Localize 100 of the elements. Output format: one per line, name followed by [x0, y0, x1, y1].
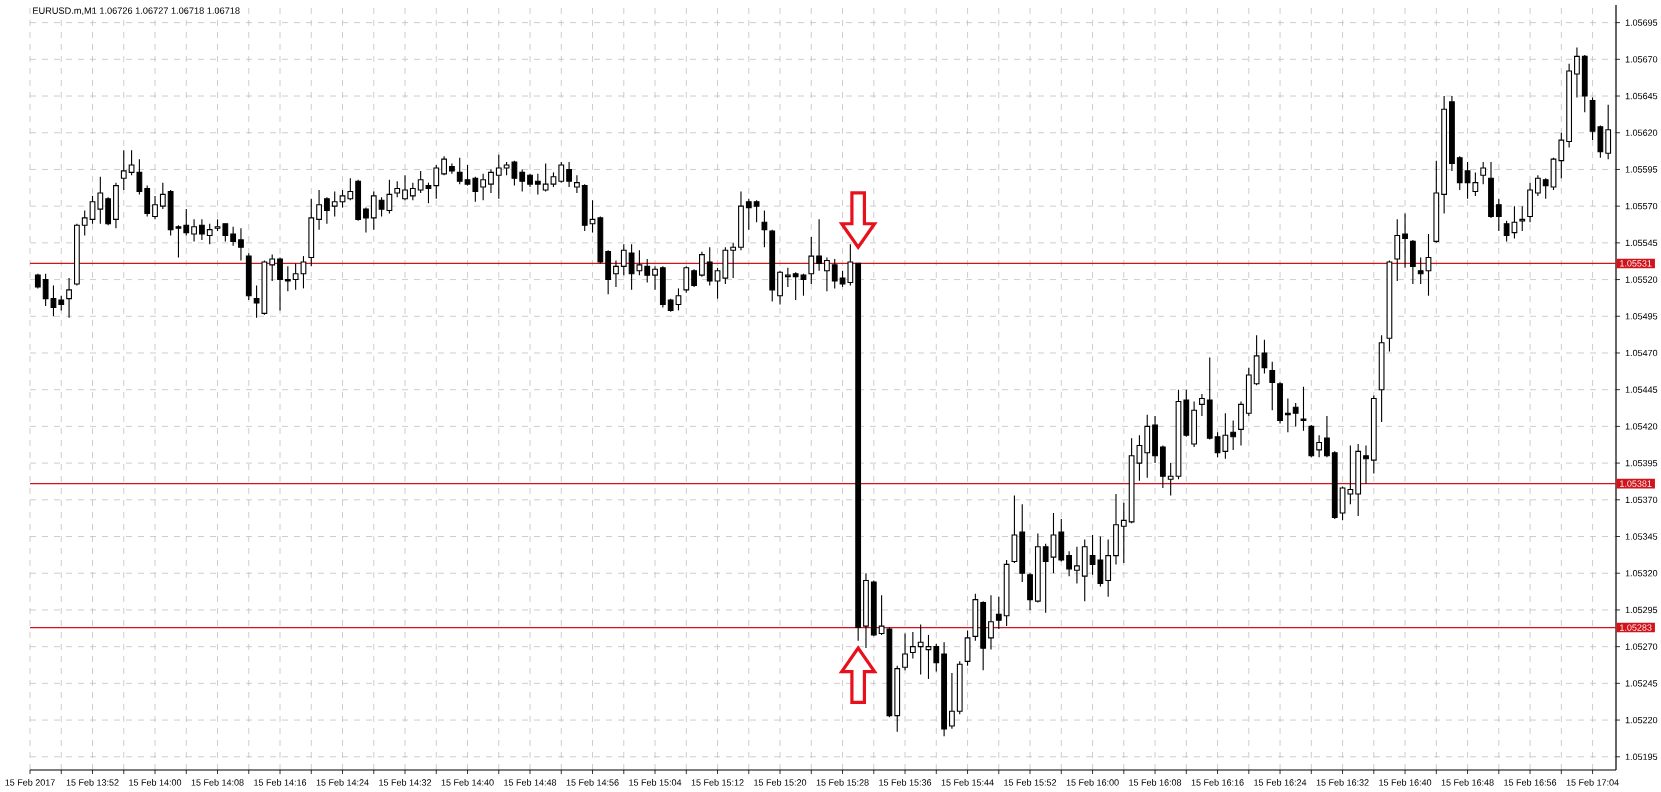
candlestick [199, 218, 205, 241]
candlestick [1269, 361, 1276, 411]
candlestick [433, 164, 440, 200]
candlestick [1316, 434, 1323, 458]
y-tick-label: 1.05645 [1625, 92, 1658, 100]
candlestick [1074, 546, 1080, 585]
y-tick-label: 1.05195 [1625, 753, 1658, 760]
candlestick [1120, 502, 1127, 564]
y-tick-label: 1.05670 [1625, 56, 1658, 63]
x-tick-label: 15 Feb 15:36 [879, 779, 932, 786]
x-tick-label: 15 Feb 15:28 [816, 779, 869, 786]
x-tick-label: 15 Feb 16:56 [1504, 779, 1557, 786]
candlestick [402, 174, 408, 201]
x-tick-label: 15 Feb 2017 [5, 779, 55, 786]
x-tick-label: 15 Feb 16:08 [1129, 779, 1182, 786]
candlestick [995, 596, 1002, 630]
candlestick [1574, 47, 1580, 99]
candlestick [753, 199, 760, 223]
chart-title: EURUSD.m,M1 1.06726 1.06727 1.06718 1.06718 [33, 7, 240, 15]
x-tick-label: 15 Feb 14:00 [129, 779, 182, 786]
y-tick-label: 1.05370 [1625, 496, 1658, 504]
x-tick-label: 15 Feb 14:40 [441, 779, 494, 786]
candlestick [284, 265, 291, 292]
candlestick [81, 210, 88, 237]
candlestick [1324, 415, 1330, 458]
candlestick [831, 258, 838, 289]
candlestick [1605, 104, 1612, 160]
candlestick [761, 210, 768, 248]
x-tick-label: 15 Feb 14:08 [191, 779, 244, 786]
candlestick [1292, 402, 1299, 427]
y-tick-label: 1.05470 [1625, 349, 1658, 357]
x-tick-label: 15 Feb 16:48 [1441, 779, 1494, 786]
candlestick [1199, 393, 1205, 417]
candlestick [370, 190, 377, 231]
candlestick [269, 254, 276, 282]
candlestick [534, 173, 541, 195]
x-tick-label: 15 Feb 15:20 [754, 779, 807, 786]
candlestick [191, 218, 197, 242]
candlestick [1417, 256, 1424, 285]
y-tick-label: 1.05345 [1625, 533, 1658, 540]
x-tick-label: 15 Feb 15:44 [941, 779, 994, 786]
candlestick [558, 161, 565, 184]
candlestick [644, 258, 651, 284]
y-tick-label: 1.05620 [1625, 129, 1658, 136]
candlestick [495, 154, 502, 200]
y-tick-label: 1.05570 [1625, 202, 1658, 210]
ref-line-label: 1.05283 [1620, 624, 1652, 631]
candlestick [66, 277, 72, 319]
x-tick-label: 15 Feb 16:32 [1316, 779, 1369, 786]
y-tick-label: 1.05245 [1625, 680, 1658, 687]
y-tick-label: 1.05545 [1625, 239, 1658, 247]
x-tick-label: 15 Feb 17:04 [1566, 779, 1619, 786]
x-tick-label: 15 Feb 14:16 [254, 779, 307, 786]
candlestick [1066, 550, 1073, 577]
candlestick [480, 173, 487, 201]
candlestick [909, 631, 916, 659]
y-tick-label: 1.05295 [1625, 606, 1658, 614]
candlestick [152, 195, 158, 220]
candlestick [1542, 177, 1549, 200]
candlestick [933, 643, 940, 673]
candlestick [988, 594, 994, 651]
candlestick [206, 223, 213, 245]
candlestick [1480, 161, 1487, 185]
x-tick-label: 15 Feb 16:40 [1379, 779, 1432, 786]
candlestick [745, 198, 752, 231]
candlestick [777, 270, 783, 306]
candlestick [902, 632, 908, 671]
ref-line-label: 1.05531 [1620, 260, 1652, 267]
x-tick-label: 15 Feb 15:52 [1004, 779, 1057, 786]
x-tick-label: 15 Feb 16:24 [1254, 779, 1307, 786]
x-tick-label: 15 Feb 16:16 [1191, 779, 1244, 786]
candlestick [519, 168, 526, 193]
candlestick [699, 251, 705, 278]
ref-line-label: 1.05381 [1620, 480, 1652, 487]
candlestick [808, 236, 815, 285]
candlestick [566, 161, 572, 188]
candlestick [238, 227, 244, 262]
candlestick [159, 182, 166, 210]
candlestick [363, 207, 369, 234]
candlestick [613, 259, 619, 288]
x-tick-label: 15 Feb 14:24 [316, 779, 369, 786]
y-tick-label: 1.05220 [1625, 716, 1658, 724]
x-tick-label: 15 Feb 15:12 [691, 779, 744, 786]
y-tick-label: 1.05445 [1625, 386, 1658, 393]
candlestick [620, 243, 627, 276]
y-tick-label: 1.05495 [1625, 313, 1658, 320]
candlestick [1495, 198, 1502, 232]
candlestick [488, 168, 494, 194]
candlestick [324, 196, 330, 225]
x-tick-label: 15 Feb 13:52 [66, 779, 119, 786]
candlestick [824, 256, 830, 292]
candlestick [456, 157, 463, 185]
candlestick [331, 190, 338, 217]
candlestick [441, 155, 447, 176]
candlestick [316, 189, 322, 231]
candlestick [1534, 174, 1541, 197]
y-tick-label: 1.05420 [1625, 423, 1658, 430]
candlestick [574, 174, 580, 194]
x-tick-label: 15 Feb 14:48 [504, 779, 557, 786]
candlestick [683, 265, 690, 294]
